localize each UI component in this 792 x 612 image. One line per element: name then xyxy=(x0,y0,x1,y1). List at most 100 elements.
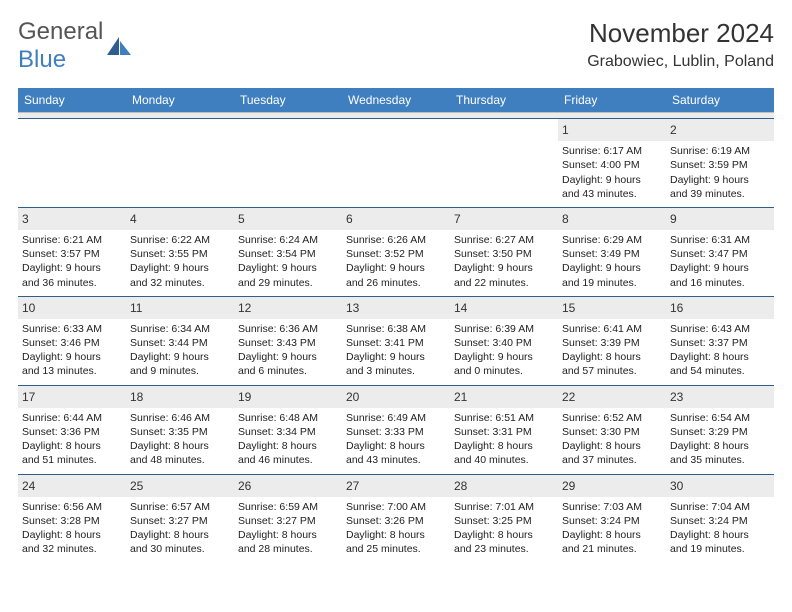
sunset-text: Sunset: 3:27 PM xyxy=(130,514,230,528)
sunrise-text: Sunrise: 6:57 AM xyxy=(130,500,230,514)
sunset-text: Sunset: 3:27 PM xyxy=(238,514,338,528)
day-number: 11 xyxy=(126,297,234,319)
sunset-text: Sunset: 3:34 PM xyxy=(238,425,338,439)
daylight-text: Daylight: 9 hours xyxy=(454,261,554,275)
day-number: 16 xyxy=(666,297,774,319)
daylight-text: and 22 minutes. xyxy=(454,276,554,290)
daylight-text: and 54 minutes. xyxy=(670,364,770,378)
day-cell: 27Sunrise: 7:00 AMSunset: 3:26 PMDayligh… xyxy=(342,474,450,562)
dow-tuesday: Tuesday xyxy=(234,88,342,113)
sunrise-text: Sunrise: 7:03 AM xyxy=(562,500,662,514)
sunrise-text: Sunrise: 6:41 AM xyxy=(562,322,662,336)
sunset-text: Sunset: 3:30 PM xyxy=(562,425,662,439)
day-number: 30 xyxy=(666,475,774,497)
sunrise-text: Sunrise: 6:33 AM xyxy=(22,322,122,336)
week-row: 1Sunrise: 6:17 AMSunset: 4:00 PMDaylight… xyxy=(18,119,774,208)
day-cell: 22Sunrise: 6:52 AMSunset: 3:30 PMDayligh… xyxy=(558,385,666,474)
sunrise-text: Sunrise: 6:54 AM xyxy=(670,411,770,425)
daylight-text: and 37 minutes. xyxy=(562,453,662,467)
page-title: November 2024 xyxy=(587,18,774,49)
daylight-text: Daylight: 9 hours xyxy=(670,173,770,187)
daylight-text: and 30 minutes. xyxy=(130,542,230,556)
daylight-text: and 57 minutes. xyxy=(562,364,662,378)
location-text: Grabowiec, Lublin, Poland xyxy=(587,53,774,71)
day-cell: 8Sunrise: 6:29 AMSunset: 3:49 PMDaylight… xyxy=(558,207,666,296)
daylight-text: and 0 minutes. xyxy=(454,364,554,378)
day-cell: 28Sunrise: 7:01 AMSunset: 3:25 PMDayligh… xyxy=(450,474,558,562)
day-number: 3 xyxy=(18,208,126,230)
day-cell: 7Sunrise: 6:27 AMSunset: 3:50 PMDaylight… xyxy=(450,207,558,296)
day-number: 2 xyxy=(666,119,774,141)
title-block: November 2024 Grabowiec, Lublin, Poland xyxy=(587,18,774,71)
day-number: 9 xyxy=(666,208,774,230)
sunset-text: Sunset: 3:26 PM xyxy=(346,514,446,528)
brand-logo: General Blue xyxy=(18,18,133,74)
daylight-text: Daylight: 9 hours xyxy=(454,350,554,364)
day-number: 29 xyxy=(558,475,666,497)
day-cell: 1Sunrise: 6:17 AMSunset: 4:00 PMDaylight… xyxy=(558,119,666,208)
daylight-text: and 26 minutes. xyxy=(346,276,446,290)
day-number: 12 xyxy=(234,297,342,319)
sunset-text: Sunset: 3:44 PM xyxy=(130,336,230,350)
daylight-text: Daylight: 8 hours xyxy=(454,439,554,453)
header: General Blue November 2024 Grabowiec, Lu… xyxy=(18,18,774,74)
sunrise-text: Sunrise: 6:29 AM xyxy=(562,233,662,247)
daylight-text: and 35 minutes. xyxy=(670,453,770,467)
sunset-text: Sunset: 3:57 PM xyxy=(22,247,122,261)
day-cell xyxy=(18,119,126,208)
sunset-text: Sunset: 3:33 PM xyxy=(346,425,446,439)
sunset-text: Sunset: 3:50 PM xyxy=(454,247,554,261)
calendar-body: 1Sunrise: 6:17 AMSunset: 4:00 PMDaylight… xyxy=(18,119,774,563)
day-cell: 10Sunrise: 6:33 AMSunset: 3:46 PMDayligh… xyxy=(18,296,126,385)
day-cell xyxy=(234,119,342,208)
daylight-text: Daylight: 8 hours xyxy=(670,439,770,453)
day-number: 20 xyxy=(342,386,450,408)
daylight-text: and 16 minutes. xyxy=(670,276,770,290)
day-cell xyxy=(342,119,450,208)
sunrise-text: Sunrise: 6:19 AM xyxy=(670,144,770,158)
sunrise-text: Sunrise: 7:01 AM xyxy=(454,500,554,514)
day-cell: 25Sunrise: 6:57 AMSunset: 3:27 PMDayligh… xyxy=(126,474,234,562)
sunset-text: Sunset: 3:54 PM xyxy=(238,247,338,261)
sunset-text: Sunset: 3:55 PM xyxy=(130,247,230,261)
week-row: 24Sunrise: 6:56 AMSunset: 3:28 PMDayligh… xyxy=(18,474,774,562)
day-number: 1 xyxy=(558,119,666,141)
sunset-text: Sunset: 3:52 PM xyxy=(346,247,446,261)
sunset-text: Sunset: 3:35 PM xyxy=(130,425,230,439)
sunset-text: Sunset: 3:24 PM xyxy=(670,514,770,528)
daylight-text: and 3 minutes. xyxy=(346,364,446,378)
daylight-text: and 51 minutes. xyxy=(22,453,122,467)
day-number: 6 xyxy=(342,208,450,230)
daylight-text: Daylight: 8 hours xyxy=(562,528,662,542)
daylight-text: Daylight: 8 hours xyxy=(238,439,338,453)
daylight-text: and 9 minutes. xyxy=(130,364,230,378)
daylight-text: Daylight: 9 hours xyxy=(346,261,446,275)
sunrise-text: Sunrise: 6:39 AM xyxy=(454,322,554,336)
dow-sunday: Sunday xyxy=(18,88,126,113)
sunset-text: Sunset: 3:59 PM xyxy=(670,158,770,172)
day-number: 13 xyxy=(342,297,450,319)
sunrise-text: Sunrise: 6:51 AM xyxy=(454,411,554,425)
sunrise-text: Sunrise: 6:48 AM xyxy=(238,411,338,425)
sunset-text: Sunset: 3:40 PM xyxy=(454,336,554,350)
day-cell: 26Sunrise: 6:59 AMSunset: 3:27 PMDayligh… xyxy=(234,474,342,562)
brand-text: General Blue xyxy=(18,18,103,74)
brand-word2: Blue xyxy=(18,46,66,73)
daylight-text: and 36 minutes. xyxy=(22,276,122,290)
sunrise-text: Sunrise: 6:43 AM xyxy=(670,322,770,336)
dow-monday: Monday xyxy=(126,88,234,113)
daylight-text: Daylight: 9 hours xyxy=(22,350,122,364)
daylight-text: and 28 minutes. xyxy=(238,542,338,556)
sunset-text: Sunset: 3:31 PM xyxy=(454,425,554,439)
day-cell: 11Sunrise: 6:34 AMSunset: 3:44 PMDayligh… xyxy=(126,296,234,385)
sunrise-text: Sunrise: 6:22 AM xyxy=(130,233,230,247)
daylight-text: Daylight: 8 hours xyxy=(670,350,770,364)
daylight-text: Daylight: 9 hours xyxy=(130,261,230,275)
day-cell: 12Sunrise: 6:36 AMSunset: 3:43 PMDayligh… xyxy=(234,296,342,385)
day-number: 23 xyxy=(666,386,774,408)
daylight-text: and 6 minutes. xyxy=(238,364,338,378)
sunset-text: Sunset: 3:49 PM xyxy=(562,247,662,261)
day-cell: 30Sunrise: 7:04 AMSunset: 3:24 PMDayligh… xyxy=(666,474,774,562)
dow-wednesday: Wednesday xyxy=(342,88,450,113)
day-cell: 24Sunrise: 6:56 AMSunset: 3:28 PMDayligh… xyxy=(18,474,126,562)
